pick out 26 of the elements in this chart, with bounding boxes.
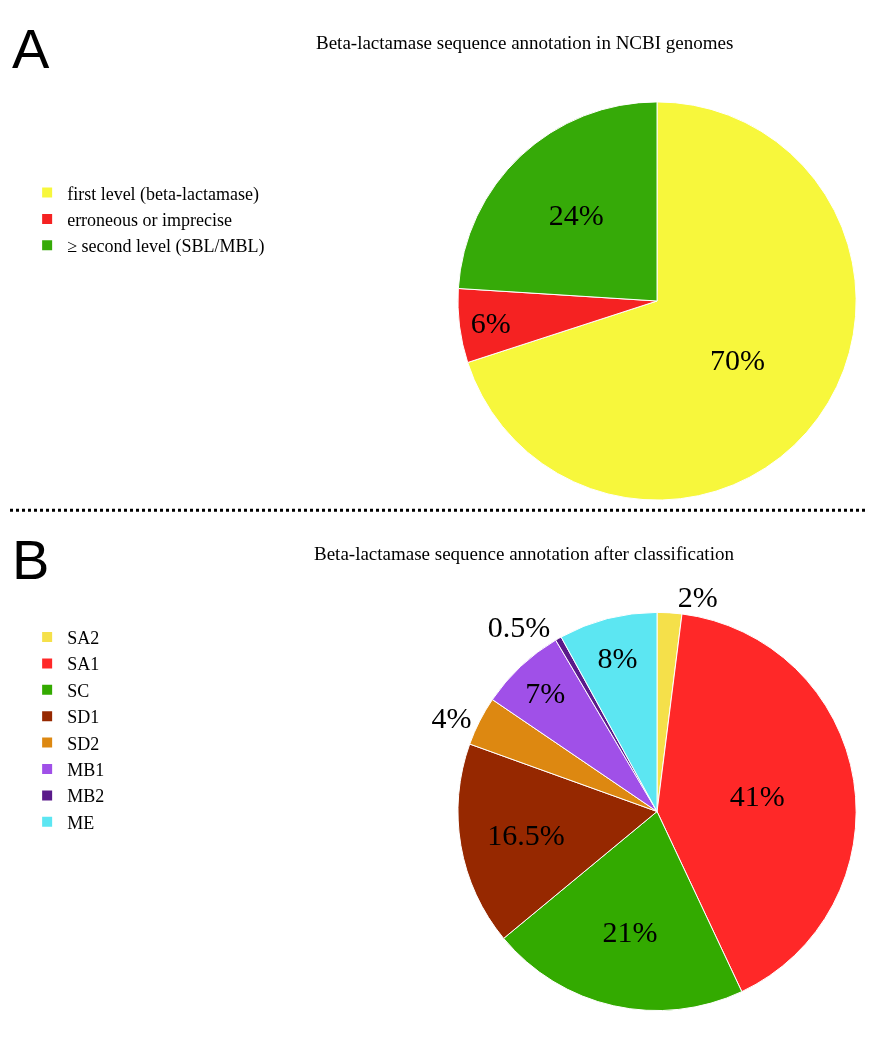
- text: A: [12, 17, 50, 80]
- data-label: 4%: [431, 701, 472, 735]
- data-label: 2%: [677, 579, 718, 613]
- legend-label: MB2: [67, 786, 105, 807]
- chart-title: Beta-lactamase sequence annotation after classification: [314, 543, 735, 564]
- data-label: 8%: [597, 640, 638, 674]
- legend-label: SD1: [67, 707, 100, 728]
- legend-label: SA2: [67, 628, 100, 649]
- legend-label: ≥ second level (SBL/MBL): [67, 236, 265, 258]
- legend-label: first level (beta-lactamase): [67, 183, 260, 205]
- text: B: [12, 528, 50, 591]
- legend-label: erroneous or imprecise: [67, 209, 233, 230]
- chart-title: Beta-lactamase sequence annotation in NCBI genomes: [316, 32, 734, 53]
- data-label: 7%: [525, 675, 566, 709]
- legend-label: MB1: [67, 760, 105, 781]
- data-label: 41%: [729, 779, 785, 813]
- data-label: 6%: [470, 305, 511, 339]
- legend-label: SD2: [67, 733, 100, 754]
- data-label: 0.5%: [487, 609, 551, 643]
- legend-label: ME: [67, 812, 95, 833]
- data-label: 21%: [602, 915, 658, 949]
- data-label: 70%: [710, 343, 766, 376]
- legend-label: SC: [67, 680, 90, 701]
- legend-label: SA1: [67, 654, 100, 675]
- data-label: 16.5%: [487, 817, 565, 851]
- data-label: 24%: [548, 198, 604, 232]
